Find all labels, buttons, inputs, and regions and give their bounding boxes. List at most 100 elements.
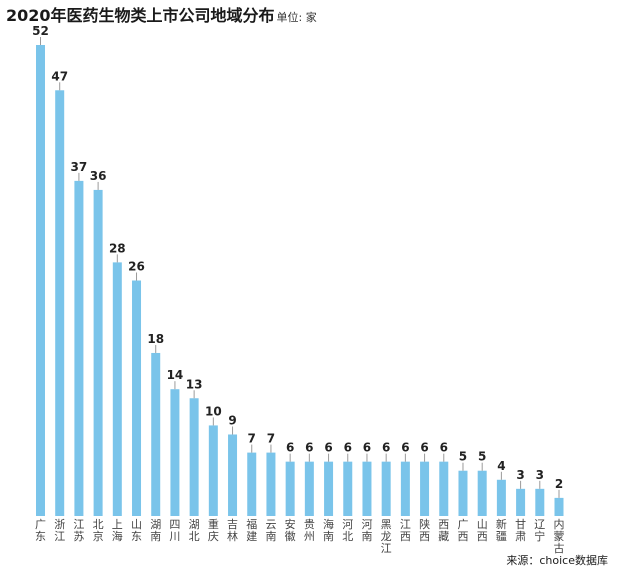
x-tick-label: 山 bbox=[477, 518, 488, 531]
x-tick-label: 湖 bbox=[150, 518, 161, 531]
x-tick-label: 京 bbox=[93, 529, 104, 543]
data-label: 6 bbox=[344, 441, 352, 455]
data-label: 4 bbox=[497, 459, 505, 473]
x-tick-label: 肃 bbox=[515, 530, 526, 543]
x-tick-label: 贵 bbox=[304, 518, 315, 531]
x-tick-label: 徽 bbox=[285, 529, 296, 543]
bar bbox=[93, 189, 103, 517]
data-label: 36 bbox=[90, 169, 107, 183]
x-tick-label: 西 bbox=[419, 530, 430, 543]
x-tick-label: 西 bbox=[438, 518, 449, 531]
bar bbox=[189, 398, 199, 516]
x-tick-label: 苏 bbox=[73, 530, 84, 543]
x-tick-label: 安 bbox=[285, 517, 296, 531]
bar bbox=[343, 461, 353, 516]
data-label: 13 bbox=[186, 377, 203, 391]
x-tick-label: 川 bbox=[169, 530, 180, 543]
x-tick-label: 东 bbox=[35, 530, 46, 543]
x-tick-label: 甘 bbox=[515, 518, 526, 531]
x-tick-label: 山 bbox=[131, 518, 142, 531]
bar bbox=[496, 479, 506, 516]
x-tick-label: 福 bbox=[246, 517, 257, 531]
x-tick-label: 疆 bbox=[496, 530, 507, 543]
bar bbox=[36, 45, 45, 516]
data-label: 6 bbox=[324, 441, 332, 455]
bar bbox=[324, 461, 334, 516]
bar bbox=[208, 425, 218, 516]
data-label: 47 bbox=[51, 69, 68, 83]
bar bbox=[554, 497, 564, 516]
bar bbox=[112, 262, 122, 516]
bar bbox=[420, 461, 430, 516]
x-tick-label: 江 bbox=[73, 518, 84, 531]
x-tick-label: 江 bbox=[381, 542, 392, 555]
x-tick-label: 海 bbox=[112, 529, 123, 543]
data-label: 52 bbox=[32, 24, 49, 38]
chart-unit: 单位: 家 bbox=[276, 11, 317, 24]
bar bbox=[151, 352, 161, 516]
x-tick-label: 河 bbox=[361, 518, 372, 531]
x-tick-label: 北 bbox=[189, 530, 200, 543]
x-tick-label: 西 bbox=[400, 530, 411, 543]
x-tick-label: 黑 bbox=[381, 518, 392, 531]
data-label: 6 bbox=[420, 441, 428, 455]
data-label: 6 bbox=[305, 441, 313, 455]
data-label: 6 bbox=[440, 441, 448, 455]
bar bbox=[55, 90, 65, 516]
bar bbox=[132, 280, 142, 516]
x-tick-label: 庆 bbox=[208, 529, 219, 543]
x-tick-label: 江 bbox=[400, 518, 411, 531]
data-label: 18 bbox=[147, 332, 164, 346]
x-tick-label: 古 bbox=[554, 542, 565, 555]
x-tick-label: 藏 bbox=[438, 530, 449, 543]
bar bbox=[247, 452, 257, 516]
data-label: 37 bbox=[71, 160, 88, 174]
x-tick-label: 南 bbox=[150, 530, 161, 543]
bar bbox=[228, 434, 238, 516]
x-tick-label: 上 bbox=[112, 518, 123, 531]
data-label: 2 bbox=[555, 477, 563, 491]
data-label: 5 bbox=[478, 450, 486, 464]
x-tick-label: 南 bbox=[323, 530, 334, 543]
bar bbox=[458, 470, 468, 516]
bar bbox=[439, 461, 449, 516]
x-tick-label: 云 bbox=[265, 518, 276, 531]
x-tick-label: 四 bbox=[169, 518, 180, 531]
source-note: 来源：choice数据库 bbox=[506, 554, 608, 567]
x-tick-label: 林 bbox=[227, 529, 238, 543]
data-label: 9 bbox=[228, 413, 236, 427]
data-label: 5 bbox=[459, 450, 467, 464]
bar bbox=[170, 389, 180, 516]
x-tick-label: 宁 bbox=[534, 529, 545, 543]
bar bbox=[74, 180, 84, 516]
x-tick-label: 北 bbox=[342, 530, 353, 543]
bar bbox=[362, 461, 372, 516]
data-label: 7 bbox=[267, 432, 275, 446]
x-tick-label: 南 bbox=[361, 530, 372, 543]
x-tick-label: 河 bbox=[342, 518, 353, 531]
x-tick-label: 新 bbox=[496, 517, 507, 531]
data-label: 6 bbox=[286, 441, 294, 455]
x-tick-label: 湖 bbox=[189, 518, 200, 531]
data-label: 26 bbox=[128, 260, 145, 274]
x-tick-label: 龙 bbox=[381, 530, 392, 543]
x-tick-label: 南 bbox=[265, 530, 276, 543]
x-tick-label: 辽 bbox=[534, 518, 545, 531]
bar bbox=[535, 488, 545, 516]
bar bbox=[516, 488, 526, 516]
bar bbox=[285, 461, 295, 516]
data-label: 6 bbox=[363, 441, 371, 455]
chart-title: 2020年医药生物类上市公司地域分布 单位: 家 bbox=[6, 2, 317, 26]
x-tick-label: 东 bbox=[131, 530, 142, 543]
bar bbox=[266, 452, 276, 516]
chart-title-text: 2020年医药生物类上市公司地域分布 bbox=[6, 6, 275, 25]
x-tick-label: 蒙 bbox=[554, 530, 565, 543]
x-tick-label: 北 bbox=[93, 518, 104, 531]
data-label: 3 bbox=[536, 468, 544, 482]
bar bbox=[304, 461, 314, 516]
data-label: 6 bbox=[401, 441, 409, 455]
x-tick-label: 陕 bbox=[419, 517, 430, 531]
bar bbox=[400, 461, 410, 516]
data-label: 14 bbox=[167, 368, 184, 382]
x-tick-label: 内 bbox=[554, 517, 565, 531]
